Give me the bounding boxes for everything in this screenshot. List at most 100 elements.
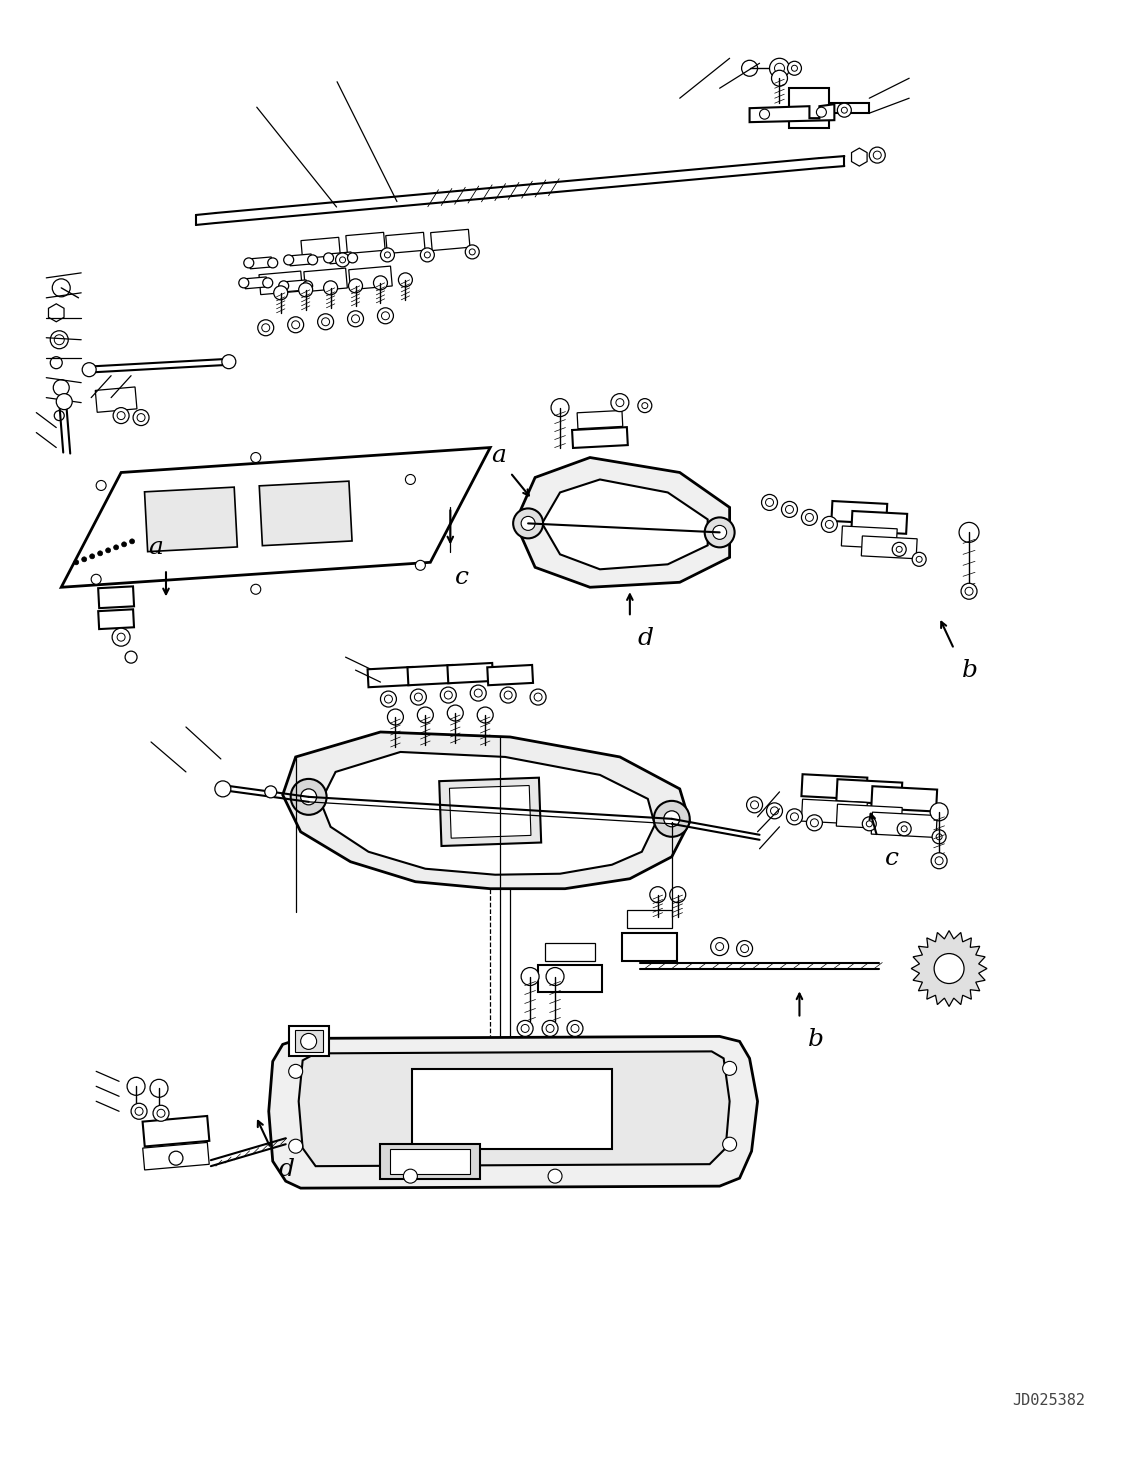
Circle shape <box>265 785 276 798</box>
Polygon shape <box>301 237 341 258</box>
Circle shape <box>642 402 648 408</box>
Circle shape <box>837 103 851 117</box>
Polygon shape <box>789 89 869 128</box>
Circle shape <box>447 705 463 721</box>
Polygon shape <box>99 586 134 608</box>
Circle shape <box>50 331 68 348</box>
Circle shape <box>959 523 980 542</box>
Polygon shape <box>390 1148 470 1174</box>
Polygon shape <box>802 800 867 825</box>
Circle shape <box>654 801 689 836</box>
Polygon shape <box>142 1142 209 1170</box>
Circle shape <box>821 516 837 532</box>
Circle shape <box>513 508 543 539</box>
Polygon shape <box>842 526 897 549</box>
Polygon shape <box>289 1026 328 1056</box>
Polygon shape <box>249 256 272 270</box>
Circle shape <box>806 814 822 830</box>
Circle shape <box>283 255 294 265</box>
Circle shape <box>131 1103 147 1119</box>
Circle shape <box>289 1139 303 1152</box>
Circle shape <box>56 393 72 409</box>
Circle shape <box>650 887 665 903</box>
Polygon shape <box>142 1116 210 1147</box>
Circle shape <box>530 689 546 705</box>
Circle shape <box>125 651 136 663</box>
Circle shape <box>267 258 278 268</box>
Circle shape <box>381 691 397 707</box>
Circle shape <box>930 803 949 820</box>
Polygon shape <box>543 479 708 570</box>
Circle shape <box>965 587 973 596</box>
Circle shape <box>384 695 392 704</box>
Circle shape <box>611 393 629 412</box>
Polygon shape <box>851 149 867 166</box>
Polygon shape <box>450 785 531 838</box>
Circle shape <box>787 809 803 825</box>
Polygon shape <box>627 909 672 928</box>
Circle shape <box>303 281 313 291</box>
Polygon shape <box>385 232 426 254</box>
Circle shape <box>374 275 388 290</box>
Circle shape <box>122 542 126 546</box>
Polygon shape <box>750 105 834 122</box>
Polygon shape <box>872 812 937 838</box>
Circle shape <box>96 481 107 491</box>
Circle shape <box>418 707 434 723</box>
Circle shape <box>127 1077 145 1096</box>
Circle shape <box>772 70 788 86</box>
Circle shape <box>842 108 848 114</box>
Circle shape <box>896 546 903 552</box>
Circle shape <box>301 1033 317 1049</box>
Polygon shape <box>439 778 541 847</box>
Circle shape <box>711 938 728 956</box>
Circle shape <box>301 788 317 804</box>
Circle shape <box>298 283 313 297</box>
Circle shape <box>384 252 390 258</box>
Circle shape <box>736 941 752 957</box>
Polygon shape <box>413 1069 611 1150</box>
Circle shape <box>571 1024 579 1033</box>
Circle shape <box>157 1109 165 1118</box>
Circle shape <box>414 694 422 701</box>
Circle shape <box>873 152 881 159</box>
Circle shape <box>411 689 427 705</box>
Circle shape <box>750 801 758 809</box>
Circle shape <box>114 545 118 549</box>
Circle shape <box>741 944 749 953</box>
Circle shape <box>466 245 479 259</box>
Circle shape <box>318 313 334 329</box>
Polygon shape <box>861 536 918 558</box>
Circle shape <box>774 63 785 73</box>
Polygon shape <box>836 779 903 804</box>
Circle shape <box>892 542 906 557</box>
Polygon shape <box>836 804 903 829</box>
Circle shape <box>404 1169 418 1183</box>
Circle shape <box>664 812 680 826</box>
Circle shape <box>112 628 130 645</box>
Circle shape <box>349 278 362 293</box>
Polygon shape <box>538 965 602 992</box>
Circle shape <box>474 689 482 696</box>
Polygon shape <box>304 268 348 291</box>
Circle shape <box>791 66 797 71</box>
Circle shape <box>153 1106 169 1122</box>
Circle shape <box>169 1151 184 1166</box>
Polygon shape <box>321 752 655 874</box>
Circle shape <box>133 409 149 425</box>
Circle shape <box>323 254 334 262</box>
Polygon shape <box>289 254 312 265</box>
Circle shape <box>521 967 539 985</box>
Circle shape <box>251 453 260 462</box>
Polygon shape <box>407 664 453 685</box>
Polygon shape <box>95 388 136 412</box>
Polygon shape <box>381 1144 481 1179</box>
Circle shape <box>790 813 798 820</box>
Circle shape <box>500 688 516 704</box>
Circle shape <box>912 552 926 567</box>
Polygon shape <box>577 411 623 428</box>
Text: d: d <box>279 1158 295 1182</box>
Circle shape <box>805 513 813 522</box>
Circle shape <box>505 691 513 699</box>
Circle shape <box>382 312 390 319</box>
